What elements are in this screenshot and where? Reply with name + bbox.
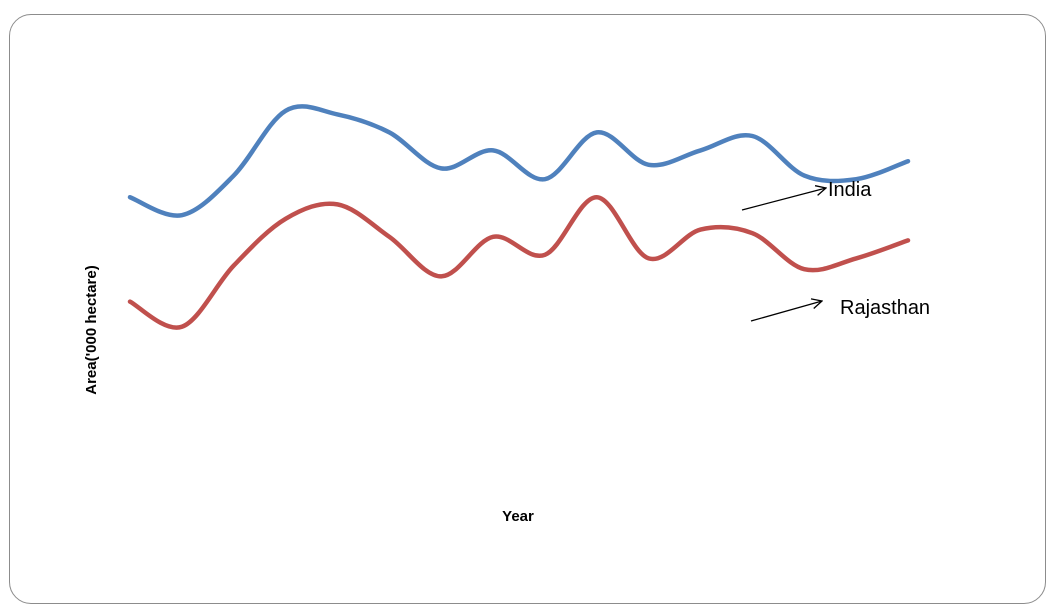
series-line-rajasthan — [127, 194, 911, 330]
series-layer — [127, 104, 911, 330]
india-label-arrow — [741, 188, 826, 211]
chart-frame — [9, 14, 1046, 604]
x-axis-title: Year — [502, 508, 534, 525]
rajasthan-label-arrow — [750, 301, 822, 322]
y-axis-title: Area('000 hectare) — [83, 265, 100, 394]
series-label-india: India — [828, 179, 872, 201]
series-line-india — [127, 104, 911, 218]
series-label-rajasthan: Rajasthan — [840, 297, 930, 319]
